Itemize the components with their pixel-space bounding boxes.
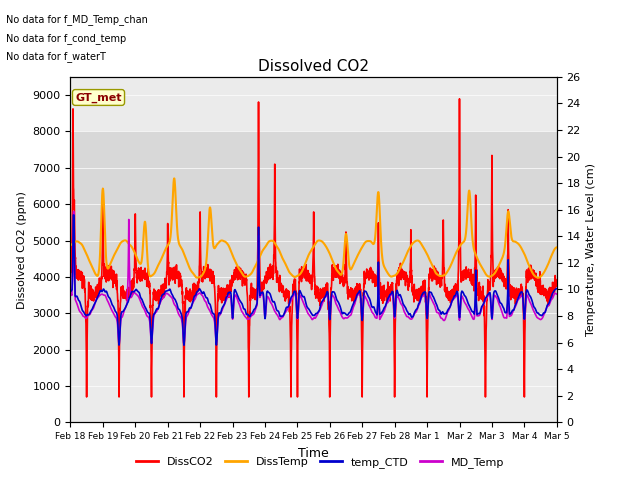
DissTemp: [553, 244, 561, 250]
DissCO2: [492, 267, 499, 273]
temp_CTD: [253, 295, 261, 300]
Text: GT_met: GT_met: [76, 92, 122, 103]
Text: No data for f_cond_temp: No data for f_cond_temp: [6, 33, 127, 44]
DissTemp: [275, 246, 282, 252]
Text: No data for f_waterT: No data for f_waterT: [6, 51, 106, 62]
Line: MD_Temp: MD_Temp: [70, 211, 557, 344]
DissTemp: [253, 260, 261, 265]
MD_Temp: [67, 290, 74, 296]
DissTemp: [491, 270, 499, 276]
DissTemp: [534, 275, 542, 281]
MD_Temp: [553, 291, 561, 297]
MD_Temp: [151, 310, 159, 316]
Text: No data for f_MD_Temp_chan: No data for f_MD_Temp_chan: [6, 14, 148, 25]
MD_Temp: [492, 293, 499, 299]
Legend: DissCO2, DissTemp, temp_CTD, MD_Temp: DissCO2, DissTemp, temp_CTD, MD_Temp: [131, 452, 509, 472]
temp_CTD: [492, 288, 499, 294]
DissTemp: [122, 238, 130, 243]
temp_CTD: [553, 286, 561, 291]
DissTemp: [151, 270, 159, 276]
temp_CTD: [122, 303, 130, 309]
Line: temp_CTD: temp_CTD: [70, 215, 557, 345]
Bar: [70, 132, 557, 349]
DissCO2: [456, 96, 463, 102]
DissTemp: [170, 176, 178, 181]
DissCO2: [122, 294, 130, 300]
MD_Temp: [544, 303, 552, 309]
DissCO2: [544, 290, 552, 296]
DissTemp: [544, 263, 552, 268]
X-axis label: Time: Time: [298, 447, 329, 460]
Y-axis label: Temperature, Water Level (cm): Temperature, Water Level (cm): [586, 163, 596, 336]
Line: DissTemp: DissTemp: [70, 179, 557, 278]
temp_CTD: [151, 310, 159, 316]
MD_Temp: [115, 341, 123, 347]
Y-axis label: Dissolved CO2 (ppm): Dissolved CO2 (ppm): [17, 191, 27, 309]
DissCO2: [83, 394, 90, 400]
temp_CTD: [275, 308, 282, 314]
MD_Temp: [122, 303, 130, 309]
MD_Temp: [70, 208, 77, 214]
MD_Temp: [275, 314, 282, 320]
MD_Temp: [253, 298, 261, 303]
DissCO2: [553, 278, 561, 284]
DissCO2: [151, 288, 159, 294]
DissCO2: [67, 276, 74, 282]
DissCO2: [275, 279, 282, 285]
temp_CTD: [67, 289, 74, 295]
Title: Dissolved CO2: Dissolved CO2: [258, 59, 369, 74]
temp_CTD: [70, 212, 77, 218]
temp_CTD: [544, 302, 552, 308]
temp_CTD: [180, 342, 188, 348]
DissCO2: [253, 289, 261, 295]
DissTemp: [67, 242, 74, 248]
Line: DissCO2: DissCO2: [70, 99, 557, 397]
